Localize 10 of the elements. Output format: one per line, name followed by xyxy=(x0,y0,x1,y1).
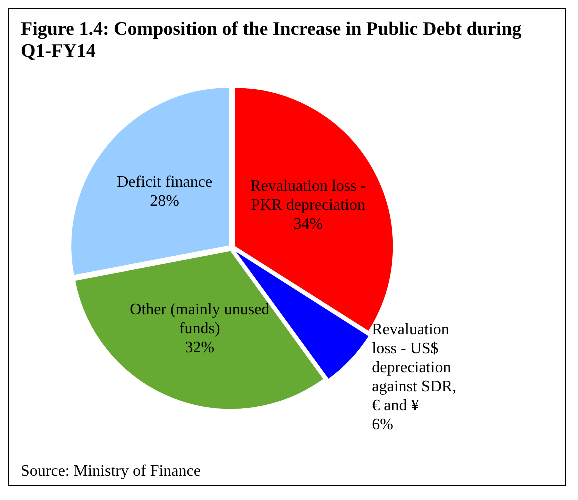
slice-label: Deficit finance xyxy=(117,174,213,192)
slice-label: Revaluation loss - PKR depreciation xyxy=(250,178,366,214)
source-note: Source: Ministry of Finance xyxy=(20,463,202,482)
slice-label: Revaluation loss - US$ depreciation against SDR, € and ¥ xyxy=(372,321,457,414)
data-label: 34% xyxy=(294,216,324,234)
data-label: 32% xyxy=(185,339,215,356)
chart-title: Figure 1.4: Composition of the Increase in Public Debt during Q1-FY14 xyxy=(20,18,523,63)
slice-label: Other (mainly unused funds) xyxy=(130,301,270,338)
data-label: 28% xyxy=(150,193,180,210)
data-label: 6% xyxy=(372,416,394,434)
